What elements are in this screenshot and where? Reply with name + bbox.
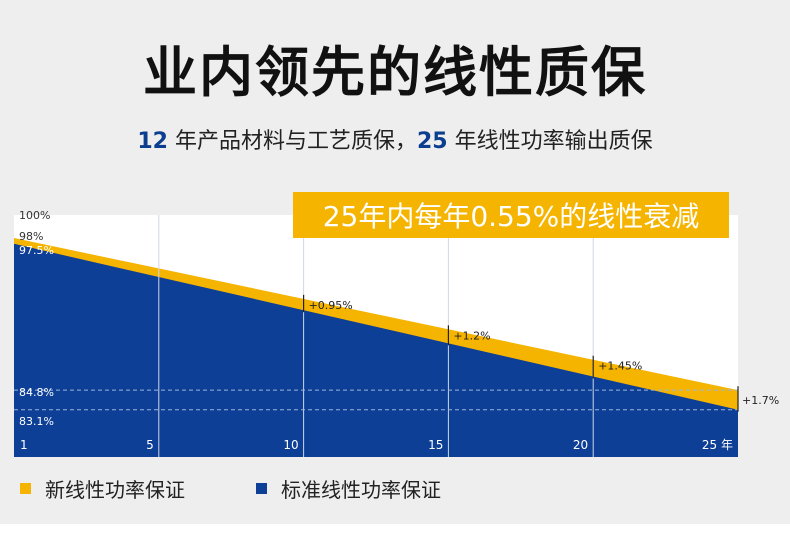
annotation-label: +1.45% [598,360,642,373]
subtitle-text-2: 年线性功率输出质保 [447,129,653,154]
legend-label-standard: 标准线性功率保证 [281,478,441,502]
legend-item-new: 新线性功率保证 [20,474,185,503]
subtitle-number-12: 12 [137,129,168,154]
x-tick-label: 15 [428,438,443,452]
x-tick-label: 5 [146,438,154,452]
decline-banner: 25年内每年0.55%的线性衰减 [293,192,729,238]
x-tick-label: 1 [20,438,28,452]
x-tick-label: 20 [573,438,588,452]
annotation-label: +1.2% [453,329,490,342]
legend-swatch-standard [256,483,267,494]
y-tick-label: 98% [19,230,43,243]
page-title: 业内领先的线性质保 [143,41,647,104]
legend-swatch-new [20,483,31,494]
subtitle-number-25: 25 [417,129,448,154]
y-tick-label: 97.5% [19,244,54,257]
x-tick-label: 25 年 [702,438,733,452]
legend-label-new: 新线性功率保证 [45,478,185,502]
page-footer-band [0,524,790,544]
legend-item-standard: 标准线性功率保证 [256,474,441,503]
subtitle-text-1: 年产品材料与工艺质保， [168,129,417,154]
page-subtitle: 12 年产品材料与工艺质保，25 年线性功率输出质保 [0,123,790,155]
x-tick-label: 10 [283,438,298,452]
series-area-standard [14,243,738,457]
annotation-label: +1.7% [742,394,779,407]
y-tick-label: 84.8% [19,386,54,399]
annotation-label: +0.95% [309,299,353,312]
y-tick-label: 83.1% [19,415,54,428]
y-tick-label: 100% [19,209,50,222]
